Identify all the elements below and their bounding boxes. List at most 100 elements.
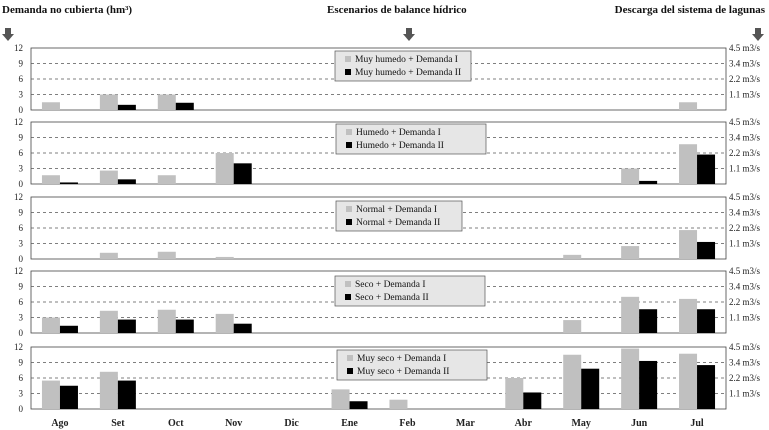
right-tick-label: 1.1 m3/s bbox=[729, 313, 761, 323]
bar-demanda-ii bbox=[697, 154, 716, 184]
right-tick-label: 1.1 m3/s bbox=[729, 389, 761, 399]
right-tick-label: 3.4 m3/s bbox=[729, 208, 761, 218]
bar-demanda-ii bbox=[59, 325, 78, 333]
bar-demanda-i bbox=[157, 175, 176, 184]
legend-swatch-demanda-ii bbox=[345, 69, 351, 75]
x-tick-label: Dic bbox=[284, 418, 299, 429]
legend-label: Muy humedo + Demanda I bbox=[355, 55, 458, 65]
right-tick-label: 4.5 m3/s bbox=[729, 266, 761, 276]
bar-demanda-i bbox=[679, 298, 698, 333]
bar-demanda-ii bbox=[233, 163, 252, 184]
right-tick-label: 4.5 m3/s bbox=[729, 117, 761, 127]
bar-demanda-i bbox=[99, 252, 118, 259]
legend-box bbox=[335, 123, 487, 155]
y-tick-label: 6 bbox=[19, 223, 24, 233]
bar-demanda-ii bbox=[639, 180, 658, 184]
bar-demanda-i bbox=[679, 144, 698, 184]
bar-demanda-i bbox=[389, 399, 408, 409]
x-tick-label: May bbox=[571, 418, 590, 429]
legend-label: Seco + Demanda I bbox=[355, 280, 426, 290]
right-tick-label: 1.1 m3/s bbox=[729, 164, 761, 174]
x-tick-label: Ago bbox=[51, 418, 68, 429]
bar-demanda-i bbox=[215, 256, 234, 259]
legend-box bbox=[336, 349, 488, 381]
y-tick-label: 12 bbox=[14, 117, 23, 127]
x-tick-label: Feb bbox=[399, 418, 416, 429]
bar-demanda-ii bbox=[117, 104, 136, 110]
bar-demanda-i bbox=[157, 251, 176, 259]
bar-demanda-i bbox=[679, 102, 698, 110]
legend-label: Seco + Demanda II bbox=[355, 293, 429, 303]
y-tick-label: 9 bbox=[19, 133, 24, 143]
bar-demanda-ii bbox=[581, 368, 600, 409]
y-tick-label: 6 bbox=[19, 74, 24, 84]
bar-demanda-i bbox=[621, 348, 640, 409]
right-tick-label: 1.1 m3/s bbox=[729, 239, 761, 249]
left-arrow-icon-stem bbox=[5, 28, 11, 34]
bar-demanda-ii bbox=[697, 241, 716, 259]
bar-demanda-i bbox=[563, 320, 582, 333]
y-tick-label: 9 bbox=[19, 208, 24, 218]
legend-label: Normal + Demanda II bbox=[356, 218, 440, 228]
right-arrow-icon-stem bbox=[755, 28, 761, 34]
bar-demanda-ii bbox=[175, 319, 194, 333]
y-tick-label: 9 bbox=[19, 59, 24, 69]
right-tick-label: 2.2 m3/s bbox=[729, 148, 761, 158]
x-tick-label: Abr bbox=[515, 418, 533, 429]
x-tick-label: Nov bbox=[225, 418, 242, 429]
bar-demanda-ii bbox=[697, 309, 716, 333]
bar-demanda-ii bbox=[233, 323, 252, 333]
center-arrow-icon-stem bbox=[406, 28, 412, 34]
bar-demanda-ii bbox=[639, 309, 658, 333]
bar-demanda-ii bbox=[639, 360, 658, 409]
bar-demanda-i bbox=[563, 254, 582, 259]
legend-label: Muy humedo + Demanda II bbox=[355, 68, 461, 78]
right-tick-label: 4.5 m3/s bbox=[729, 43, 761, 53]
right-tick-label: 2.2 m3/s bbox=[729, 74, 761, 84]
y-tick-label: 0 bbox=[19, 105, 24, 115]
legend-label: Normal + Demanda I bbox=[356, 205, 437, 215]
x-tick-label: Mar bbox=[456, 418, 475, 429]
right-arrow-icon bbox=[752, 34, 764, 41]
legend-box bbox=[335, 200, 463, 232]
legend-swatch-demanda-i bbox=[345, 281, 351, 287]
bar-demanda-i bbox=[157, 94, 176, 110]
right-tick-label: 3.4 m3/s bbox=[729, 358, 761, 368]
legend-swatch-demanda-ii bbox=[346, 219, 352, 225]
bar-demanda-i bbox=[621, 296, 640, 333]
bar-demanda-i bbox=[215, 153, 234, 184]
legend-label: Muy seco + Demanda I bbox=[357, 354, 446, 364]
legend-box bbox=[334, 275, 486, 307]
right-tick-label: 3.4 m3/s bbox=[729, 59, 761, 69]
bar-demanda-i bbox=[505, 378, 524, 409]
bar-demanda-ii bbox=[175, 102, 194, 110]
right-tick-label: 4.5 m3/s bbox=[729, 192, 761, 202]
right-tick-label: 2.2 m3/s bbox=[729, 223, 761, 233]
left-arrow-icon bbox=[2, 34, 14, 41]
bar-demanda-i bbox=[331, 389, 350, 409]
chart-title: Escenarios de balance hídrico bbox=[327, 4, 467, 16]
bar-demanda-ii bbox=[117, 179, 136, 184]
bar-demanda-i bbox=[99, 310, 118, 333]
x-tick-label: Ene bbox=[341, 418, 358, 429]
legend-swatch-demanda-i bbox=[346, 129, 352, 135]
right-tick-label: 4.5 m3/s bbox=[729, 342, 761, 352]
center-arrow-icon bbox=[403, 34, 415, 41]
x-tick-label: Set bbox=[111, 418, 125, 429]
y-tick-label: 6 bbox=[19, 373, 24, 383]
legend-swatch-demanda-i bbox=[345, 56, 351, 62]
y-tick-label: 0 bbox=[19, 404, 24, 414]
right-tick-label: 3.4 m3/s bbox=[729, 133, 761, 143]
legend-swatch-demanda-ii bbox=[346, 142, 352, 148]
bar-demanda-i bbox=[215, 313, 234, 333]
left-axis-title: Demanda no cubierta (hm³) bbox=[2, 4, 133, 16]
y-tick-label: 3 bbox=[19, 239, 24, 249]
bar-demanda-i bbox=[621, 168, 640, 184]
bar-demanda-i bbox=[157, 309, 176, 333]
legend-label: Humedo + Demanda I bbox=[356, 128, 441, 138]
bar-demanda-i bbox=[563, 354, 582, 409]
legend-swatch-demanda-ii bbox=[345, 294, 351, 300]
y-tick-label: 3 bbox=[19, 313, 24, 323]
right-axis-title: Descarga del sistema de lagunas bbox=[614, 4, 765, 16]
